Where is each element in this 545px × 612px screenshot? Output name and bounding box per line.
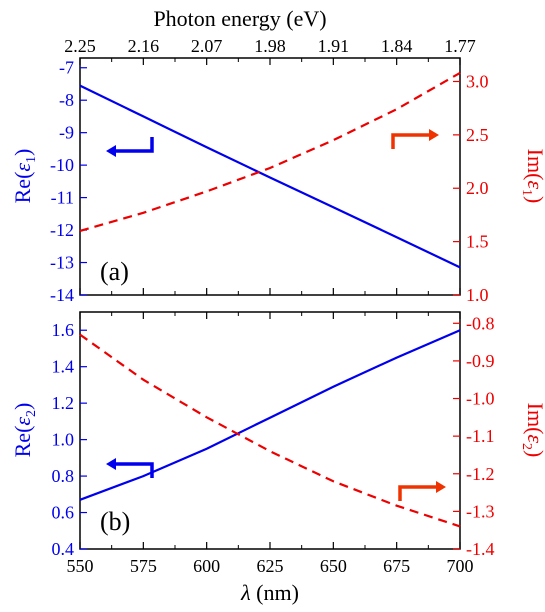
top-axis-tick-label: 1.77 bbox=[444, 36, 476, 56]
top-axis-tick-label: 1.98 bbox=[254, 36, 286, 56]
panel-a-left-arrow bbox=[114, 137, 154, 153]
top-axis-tick-label: 2.07 bbox=[191, 36, 223, 56]
bottom-axis-title: λ (nm) bbox=[240, 580, 299, 605]
panel-b-left-tick-label: 0.6 bbox=[52, 503, 75, 523]
panel-a-left-tick-label: -9 bbox=[59, 123, 74, 143]
panel-a-series-left-line bbox=[79, 84, 461, 269]
panel-b-right-tick-label: -1.0 bbox=[466, 389, 495, 409]
top-axis-title: Photon energy (eV) bbox=[153, 6, 326, 31]
panel-b-right-tick-label: -0.9 bbox=[466, 351, 495, 371]
panel-b-right-tick-label: -1.2 bbox=[466, 464, 495, 484]
bottom-axis-tick-label: 675 bbox=[383, 556, 410, 576]
panel-a-left-arrow-head bbox=[106, 145, 116, 157]
panel-b-left-tick-label: 0.8 bbox=[52, 466, 75, 486]
bottom-axis-tick-label: 650 bbox=[320, 556, 347, 576]
panel-a-left-tick-label: -10 bbox=[50, 155, 74, 175]
panel-a-right-tick-label: 1.5 bbox=[466, 232, 489, 252]
panel-a-left-axis-title: Re(ε1) bbox=[10, 149, 39, 204]
panel-a-right-tick-label: 1.0 bbox=[466, 285, 489, 305]
chart-marks: 2.25 2.16 2.07 1.98 1.91 1.84 1.77 -14 -13 -12 -11… bbox=[50, 36, 495, 576]
panel-b-right-arrow bbox=[398, 485, 438, 501]
panel-a-right-arrow bbox=[391, 133, 431, 149]
bottom-axis-tick-label: 625 bbox=[257, 556, 284, 576]
panel-b-left-axis-title: Re(ε2) bbox=[10, 403, 39, 458]
panel-a-series-right-line bbox=[79, 71, 461, 232]
panel-a-left-tick-label: -11 bbox=[51, 188, 74, 208]
panel-b-right-tick-label: -0.8 bbox=[466, 313, 495, 333]
panel-a-right-tick-label: 2.0 bbox=[466, 178, 489, 198]
panel-b-frame bbox=[79, 311, 461, 550]
panel-b-left-tick-label: 0.4 bbox=[52, 539, 75, 559]
panel-b-left-tick-label: 1.0 bbox=[52, 430, 75, 450]
panel-b-right-tick-label: -1.3 bbox=[466, 501, 495, 521]
panel-b-left-arrow-head bbox=[106, 458, 116, 470]
bottom-axis-tick-label: 600 bbox=[193, 556, 220, 576]
panel-a-left-tick-label: -8 bbox=[59, 90, 74, 110]
panel-a-left-tick-label: -13 bbox=[50, 253, 74, 273]
bottom-axis-tick-label: 700 bbox=[447, 556, 474, 576]
panel-b-left-tick-label: 1.2 bbox=[52, 393, 75, 413]
panel-a-right-axis-title: Im(ε1) bbox=[519, 149, 545, 204]
top-axis-tick-label: 2.25 bbox=[64, 36, 96, 56]
top-axis-tick-label: 1.84 bbox=[381, 36, 413, 56]
panel-b-right-tick-label: -1.1 bbox=[466, 426, 495, 446]
panel-a-left-tick-label: -7 bbox=[59, 58, 74, 78]
panel-b-right-axis-title: Im(ε2) bbox=[519, 403, 545, 458]
panel-b-left-tick-label: 1.4 bbox=[52, 357, 75, 377]
panel-b-label: (b) bbox=[100, 507, 130, 536]
panel-a-right-tick-label: 3.0 bbox=[466, 71, 489, 91]
bottom-axis-tick-label: 550 bbox=[67, 556, 94, 576]
panel-b-right-arrow-head bbox=[436, 481, 446, 493]
panel-b-series-right-line bbox=[79, 333, 461, 528]
panel-a-right-tick-label: 2.5 bbox=[466, 125, 489, 145]
panel-a-left-tick-label: -14 bbox=[50, 285, 74, 305]
panel-a-label: (a) bbox=[100, 257, 129, 286]
panel-b-right-tick-label: -1.4 bbox=[466, 539, 495, 559]
top-axis-tick-label: 1.91 bbox=[318, 36, 350, 56]
bottom-axis-tick-label: 575 bbox=[130, 556, 157, 576]
panel-b-left-tick-label: 1.6 bbox=[52, 320, 75, 340]
top-axis-tick-label: 2.16 bbox=[128, 36, 160, 56]
panel-b-left-arrow bbox=[114, 462, 154, 478]
panel-a-right-arrow-head bbox=[429, 129, 439, 141]
panel-a-left-tick-label: -12 bbox=[50, 220, 74, 240]
panel-b-series-left-line bbox=[79, 329, 461, 501]
